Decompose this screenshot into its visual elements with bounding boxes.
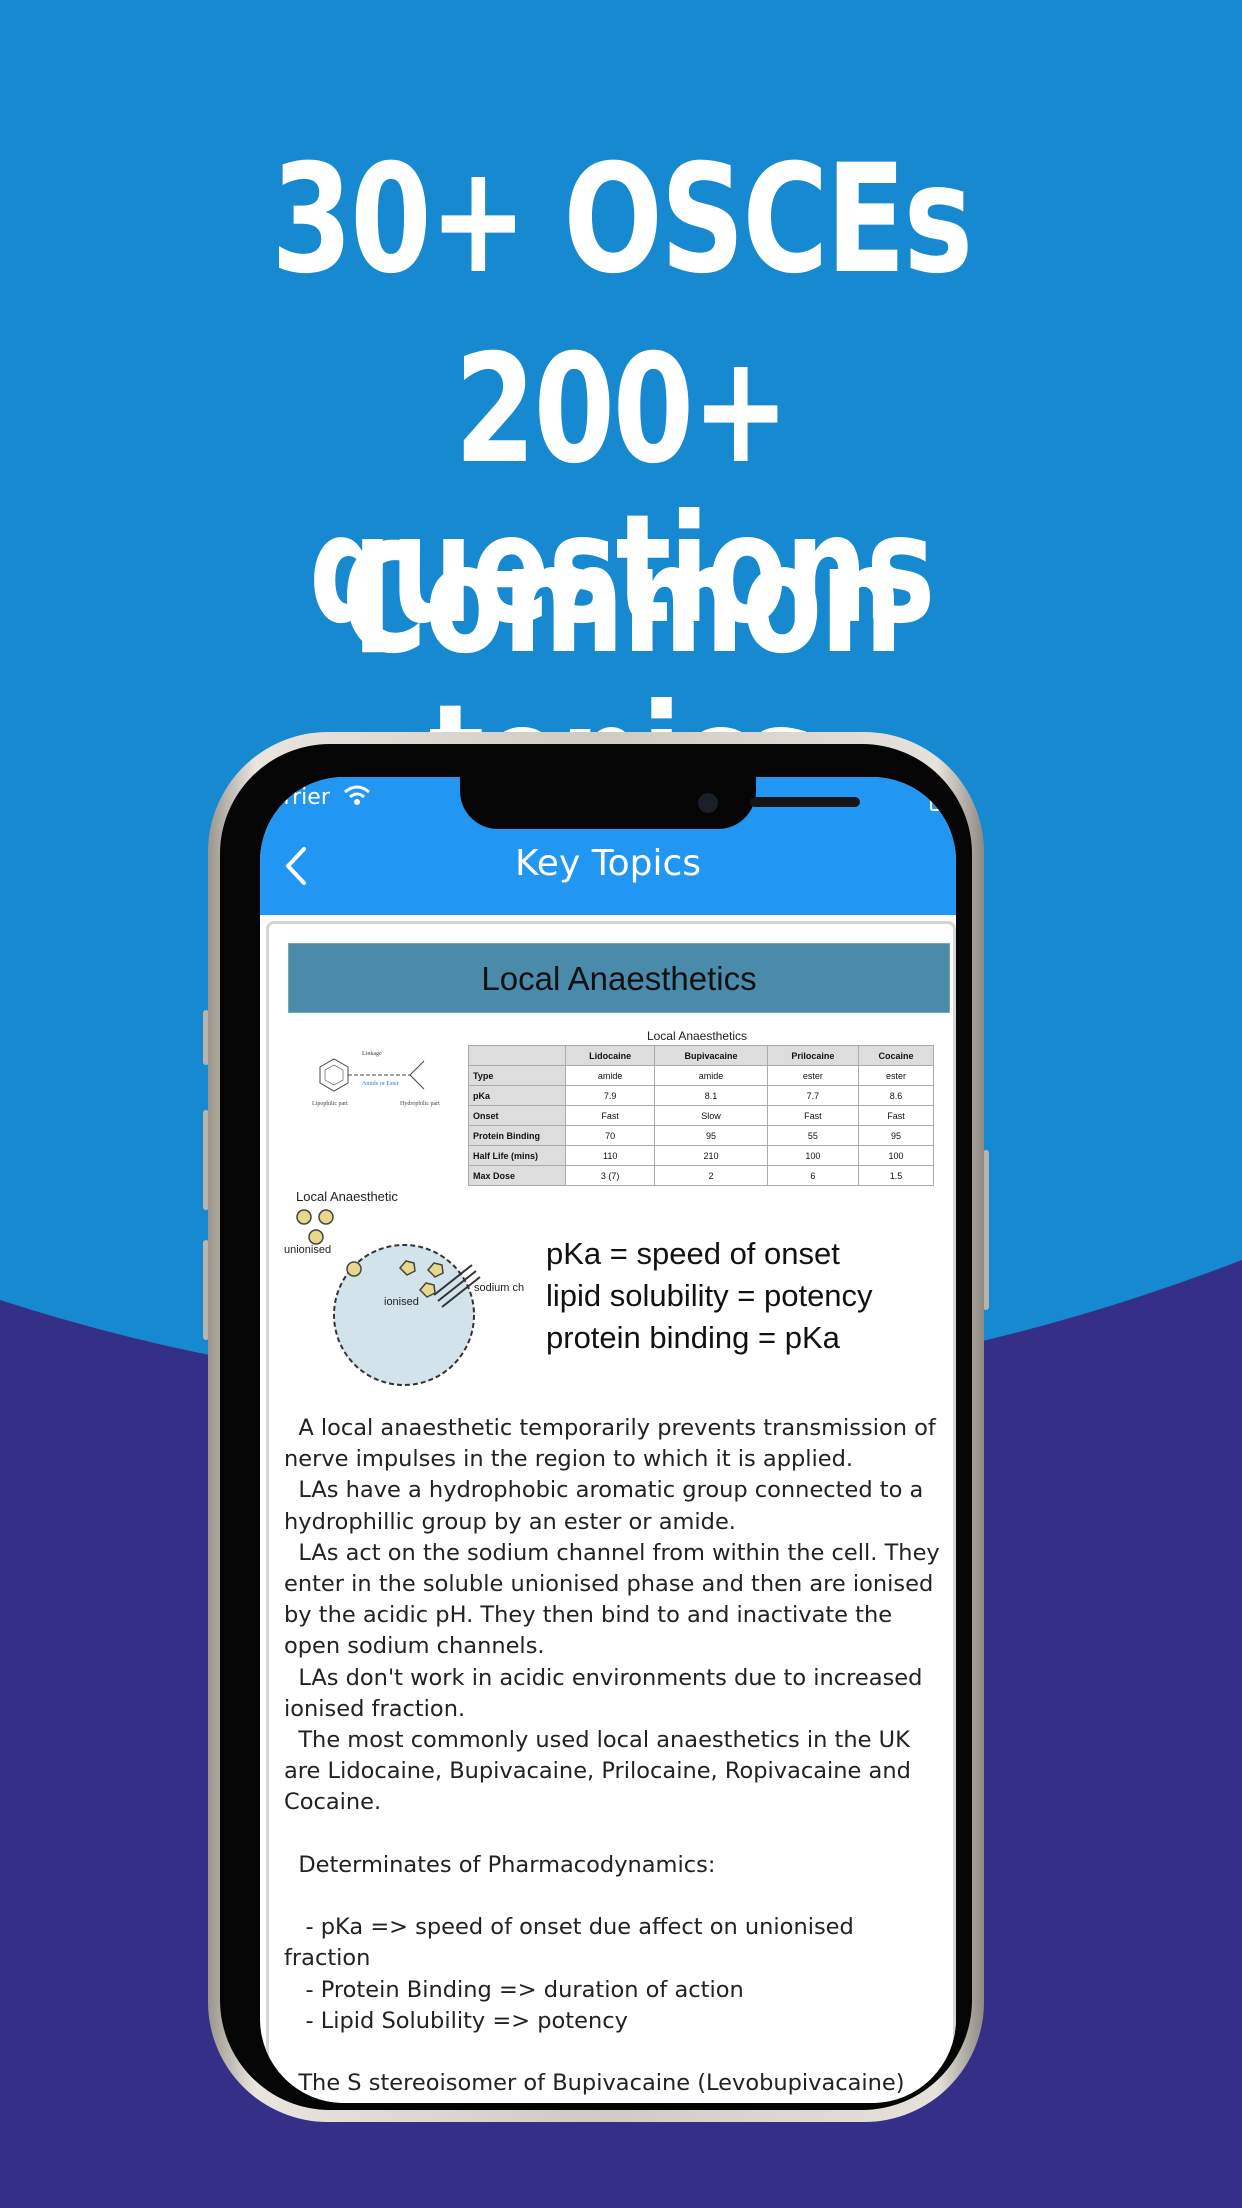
table-cell: 100 (766, 1145, 860, 1166)
table-cell: ester (858, 1065, 934, 1086)
la-comparison-table: Lidocaine Bupivacaine Prilocaine Cocaine… (468, 1045, 934, 1186)
table-row: pKa 7.9 8.1 7.7 8.6 (468, 1085, 934, 1106)
table-cell: 2 (654, 1165, 768, 1186)
table-header-cell: Lidocaine (564, 1045, 656, 1066)
phone-frame: arrier Key Topics Local Anaesthetics (208, 732, 984, 2122)
table-row: Max Dose 3 (7) 2 6 1.5 (468, 1165, 934, 1186)
fact-line: lipid solubility = potency (546, 1278, 873, 1313)
diagram-title: Local Anaesthetic (296, 1189, 398, 1204)
table-cell: 7.7 (766, 1085, 860, 1106)
table-cell: 95 (654, 1125, 768, 1146)
table-cell: Fast (858, 1105, 934, 1126)
phone-notch (460, 777, 860, 829)
table-cell: 110 (564, 1145, 656, 1166)
phone-bezel: arrier Key Topics Local Anaesthetics (220, 744, 972, 2110)
table-header-cell: Prilocaine (766, 1045, 860, 1066)
battery-icon (930, 789, 950, 811)
table-row-header: Half Life (mins) (468, 1145, 566, 1166)
table-cell: 7.9 (564, 1085, 656, 1106)
fact-line: protein binding = pKa (546, 1320, 840, 1355)
table-row-header: Type (468, 1065, 566, 1086)
phone-volume-down (203, 1240, 209, 1340)
table-cell: 8.6 (858, 1085, 934, 1106)
navigation-bar: arrier Key Topics (260, 777, 956, 915)
table-row: Protein Binding 70 95 55 95 (468, 1125, 934, 1146)
table-header-cell: Cocaine (858, 1045, 934, 1066)
table-cell: 100 (858, 1145, 934, 1166)
table-cell: amide (564, 1065, 656, 1086)
svg-text:Amide or Ester: Amide or Ester (362, 1081, 399, 1087)
table-cell: Fast (766, 1105, 860, 1126)
table-cell: Fast (564, 1105, 656, 1126)
phone-side-button (203, 1010, 209, 1065)
svg-text:sodium channel: sodium channel (474, 1282, 524, 1294)
phone-screen: arrier Key Topics Local Anaesthetics (260, 777, 956, 2103)
headline-questions: 200+ questions (308, 323, 936, 657)
table-cell: ester (766, 1065, 860, 1086)
table-header-cell: Bupivacaine (654, 1045, 768, 1066)
cell-membrane-diagram: unionised ionised sodium channel (284, 1209, 524, 1386)
table-row: Onset Fast Slow Fast Fast (468, 1105, 934, 1126)
chevron-left-icon[interactable] (278, 843, 314, 889)
nav-title: Key Topics (514, 843, 701, 884)
table-row: Type amide amide ester ester (468, 1065, 934, 1086)
phone-volume-up (203, 1110, 209, 1210)
table-header-cell (468, 1045, 566, 1066)
table-cell: 1.5 (858, 1165, 934, 1186)
svg-text:Lipophilic part: Lipophilic part (312, 1101, 348, 1107)
table-row-header: Max Dose (468, 1165, 566, 1186)
speaker-grille (750, 797, 860, 807)
table-row-header: pKa (468, 1085, 566, 1106)
carrier-label: arrier (270, 785, 330, 810)
table-cell: 95 (858, 1125, 934, 1146)
table-row: Half Life (mins) 110 210 100 100 (468, 1145, 934, 1166)
svg-text:Linkage: Linkage (362, 1051, 382, 1057)
table-cell: Slow (654, 1105, 768, 1126)
phone-power-button (983, 1150, 989, 1310)
wifi-icon (344, 785, 370, 805)
fact-line: pKa = speed of onset (546, 1236, 840, 1271)
section-header: Local Anaesthetics (288, 943, 950, 1013)
table-cell: 210 (654, 1145, 768, 1166)
table-cell: 6 (766, 1165, 860, 1186)
table-cell: amide (654, 1065, 768, 1086)
table-row-header: Protein Binding (468, 1125, 566, 1146)
table-cell: 55 (766, 1125, 860, 1146)
molecule-diagram: Linkage Amide or Ester Lipophilic part H… (312, 1051, 440, 1107)
svg-text:Hydrophilic part: Hydrophilic part (400, 1101, 440, 1107)
table-cell: 8.1 (654, 1085, 768, 1106)
svg-text:ionised: ionised (384, 1296, 419, 1308)
table-header-row: Lidocaine Bupivacaine Prilocaine Cocaine (468, 1045, 934, 1066)
headline-osces: 30+ OSCEs (271, 133, 973, 307)
table-cell: 3 (7) (564, 1165, 656, 1186)
table-cell: 70 (564, 1125, 656, 1146)
article-body: A local anaesthetic temporarily prevents… (284, 1415, 940, 2103)
key-facts: pKa = speed of onset lipid solubility = … (546, 1233, 873, 1359)
table-row-header: Onset (468, 1105, 566, 1126)
table-caption: Local Anaesthetics (646, 1029, 748, 1043)
svg-text:unionised: unionised (284, 1244, 331, 1256)
camera-icon (698, 793, 718, 813)
